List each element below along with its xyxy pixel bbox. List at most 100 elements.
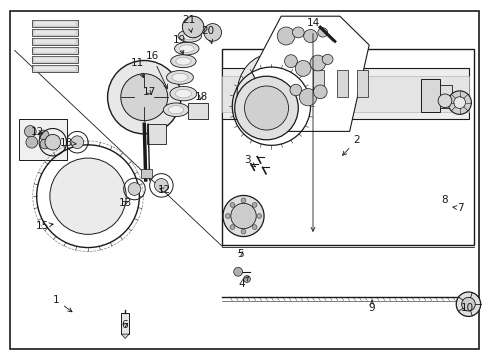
Circle shape xyxy=(256,213,261,219)
Ellipse shape xyxy=(277,27,294,45)
Circle shape xyxy=(461,297,474,311)
Circle shape xyxy=(45,134,61,150)
Ellipse shape xyxy=(175,57,191,65)
Bar xyxy=(32,65,78,72)
Bar xyxy=(121,313,129,334)
Bar xyxy=(312,70,323,97)
Ellipse shape xyxy=(166,71,193,84)
Text: 12: 12 xyxy=(30,127,43,137)
Bar xyxy=(34,48,76,53)
Text: 1: 1 xyxy=(53,295,72,312)
Text: 8: 8 xyxy=(441,195,447,205)
Bar xyxy=(222,76,468,112)
Bar xyxy=(337,70,347,97)
Circle shape xyxy=(241,198,245,203)
Text: 11: 11 xyxy=(130,58,143,78)
Circle shape xyxy=(229,202,234,207)
Bar xyxy=(34,57,76,62)
Circle shape xyxy=(252,202,257,207)
Circle shape xyxy=(455,292,480,316)
Text: 2: 2 xyxy=(342,135,360,155)
Circle shape xyxy=(71,136,83,149)
Ellipse shape xyxy=(170,86,196,101)
Ellipse shape xyxy=(295,60,310,76)
Text: 4: 4 xyxy=(238,276,248,289)
Text: 17: 17 xyxy=(142,87,155,97)
Circle shape xyxy=(234,76,298,140)
Circle shape xyxy=(229,225,234,230)
Ellipse shape xyxy=(309,55,325,71)
Circle shape xyxy=(182,16,203,38)
Text: 10: 10 xyxy=(460,303,472,313)
Ellipse shape xyxy=(170,55,196,68)
Ellipse shape xyxy=(175,89,191,98)
Polygon shape xyxy=(121,334,129,338)
Bar xyxy=(34,30,76,35)
Circle shape xyxy=(447,91,470,114)
Circle shape xyxy=(40,139,50,149)
Circle shape xyxy=(26,136,38,148)
Circle shape xyxy=(223,195,264,237)
Bar xyxy=(32,47,78,54)
Bar xyxy=(222,68,468,119)
Ellipse shape xyxy=(163,103,188,117)
Circle shape xyxy=(50,158,126,234)
Ellipse shape xyxy=(237,54,305,133)
Bar xyxy=(32,29,78,36)
Text: 19: 19 xyxy=(172,35,185,54)
Text: 7: 7 xyxy=(452,203,462,213)
Text: 12: 12 xyxy=(157,185,170,195)
Bar xyxy=(141,169,151,178)
Circle shape xyxy=(128,183,141,195)
Text: 21: 21 xyxy=(182,15,195,32)
Circle shape xyxy=(233,267,242,276)
Text: 6: 6 xyxy=(122,320,128,330)
Circle shape xyxy=(154,179,168,192)
Bar xyxy=(32,20,78,27)
Polygon shape xyxy=(251,16,368,131)
Circle shape xyxy=(437,94,451,108)
Circle shape xyxy=(244,86,288,130)
Text: 5: 5 xyxy=(236,249,243,259)
Text: 18: 18 xyxy=(194,92,207,102)
Bar xyxy=(34,39,76,44)
Bar xyxy=(188,103,207,119)
Circle shape xyxy=(121,74,167,121)
Circle shape xyxy=(252,225,257,230)
Ellipse shape xyxy=(174,42,199,55)
Bar xyxy=(19,119,67,160)
Text: 13: 13 xyxy=(59,138,76,148)
Circle shape xyxy=(203,24,221,41)
Bar xyxy=(32,56,78,63)
Text: 3: 3 xyxy=(243,155,255,167)
Text: 13: 13 xyxy=(118,198,131,208)
Circle shape xyxy=(241,229,245,234)
Ellipse shape xyxy=(284,55,297,68)
Circle shape xyxy=(225,213,230,219)
Ellipse shape xyxy=(317,28,327,37)
Bar xyxy=(420,79,439,112)
Circle shape xyxy=(243,275,250,283)
Bar xyxy=(356,70,367,97)
Ellipse shape xyxy=(178,30,201,42)
Bar xyxy=(34,66,76,71)
Ellipse shape xyxy=(322,54,332,64)
Ellipse shape xyxy=(183,32,196,40)
Text: 15: 15 xyxy=(35,221,53,231)
Ellipse shape xyxy=(168,106,183,114)
Ellipse shape xyxy=(313,85,326,99)
Circle shape xyxy=(39,130,49,140)
Bar xyxy=(32,38,78,45)
Bar xyxy=(222,49,473,245)
Text: 16: 16 xyxy=(145,51,167,89)
Bar xyxy=(146,124,166,144)
Ellipse shape xyxy=(172,73,187,81)
Ellipse shape xyxy=(179,45,194,52)
Circle shape xyxy=(230,203,256,229)
Bar xyxy=(439,85,451,108)
Ellipse shape xyxy=(303,30,317,42)
Ellipse shape xyxy=(292,27,304,38)
Text: 14: 14 xyxy=(306,18,319,231)
Ellipse shape xyxy=(299,89,316,106)
Circle shape xyxy=(24,126,36,137)
